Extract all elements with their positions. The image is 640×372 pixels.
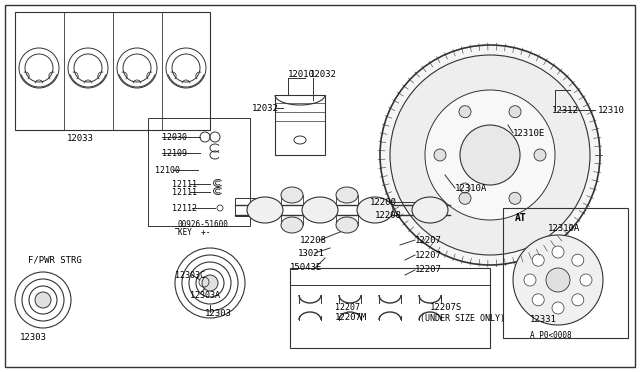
Text: 12207S: 12207S — [430, 302, 462, 311]
Text: 12303C: 12303C — [175, 270, 205, 279]
Text: 12033: 12033 — [67, 134, 93, 142]
Circle shape — [552, 246, 564, 258]
Circle shape — [460, 125, 520, 185]
Text: 12310A: 12310A — [455, 183, 487, 192]
Text: 12032: 12032 — [252, 103, 279, 112]
Circle shape — [532, 294, 544, 306]
Text: 12303: 12303 — [20, 333, 47, 341]
Text: 13021: 13021 — [298, 248, 325, 257]
Bar — [275, 95, 325, 155]
Text: 12207: 12207 — [335, 302, 360, 311]
Ellipse shape — [412, 197, 448, 223]
Text: 00926-51600: 00926-51600 — [178, 219, 229, 228]
Circle shape — [202, 275, 218, 291]
Text: A P0<0008: A P0<0008 — [530, 330, 572, 340]
Text: AT: AT — [515, 213, 527, 223]
Circle shape — [434, 149, 446, 161]
Ellipse shape — [281, 217, 303, 233]
Ellipse shape — [357, 197, 393, 223]
Text: 12032: 12032 — [310, 70, 337, 78]
Circle shape — [35, 292, 51, 308]
Text: 12310A: 12310A — [548, 224, 580, 232]
Text: 12100: 12100 — [155, 166, 180, 174]
Text: 12109: 12109 — [162, 148, 187, 157]
Ellipse shape — [336, 217, 358, 233]
Bar — [503, 208, 628, 338]
Bar — [148, 118, 250, 226]
Text: 15043E: 15043E — [290, 263, 323, 273]
Text: 12207: 12207 — [415, 266, 442, 275]
Circle shape — [546, 268, 570, 292]
Bar — [235, 198, 255, 216]
Text: 12312: 12312 — [552, 106, 579, 115]
Circle shape — [425, 90, 555, 220]
Ellipse shape — [247, 197, 283, 223]
Circle shape — [509, 192, 521, 204]
Circle shape — [459, 106, 471, 118]
Text: 12112: 12112 — [172, 203, 197, 212]
Text: 12208: 12208 — [300, 235, 327, 244]
Circle shape — [509, 106, 521, 118]
Circle shape — [572, 294, 584, 306]
Bar — [15, 12, 210, 130]
Circle shape — [524, 274, 536, 286]
Text: 12111: 12111 — [172, 180, 197, 189]
Ellipse shape — [281, 187, 303, 203]
Text: (UNDER SIZE ONLY): (UNDER SIZE ONLY) — [420, 314, 505, 323]
Bar — [290, 268, 490, 348]
Text: 12310E: 12310E — [513, 128, 545, 138]
Circle shape — [459, 192, 471, 204]
Text: 12303: 12303 — [205, 308, 232, 317]
Text: 12207: 12207 — [415, 235, 442, 244]
Circle shape — [552, 302, 564, 314]
Circle shape — [580, 274, 592, 286]
Text: 12310: 12310 — [598, 106, 625, 115]
Circle shape — [532, 254, 544, 266]
Text: 12207M: 12207M — [335, 314, 367, 323]
Text: 12208: 12208 — [375, 211, 402, 219]
Text: 12010: 12010 — [288, 70, 315, 78]
Circle shape — [534, 149, 546, 161]
Text: KEY  +-: KEY +- — [178, 228, 211, 237]
Circle shape — [513, 235, 603, 325]
Text: 12331: 12331 — [530, 315, 557, 324]
Ellipse shape — [336, 187, 358, 203]
Circle shape — [572, 254, 584, 266]
Text: 12111: 12111 — [172, 187, 197, 196]
Text: 12303A: 12303A — [190, 291, 220, 299]
Text: F/PWR STRG: F/PWR STRG — [28, 256, 82, 264]
Text: 12030: 12030 — [162, 132, 187, 141]
Circle shape — [380, 45, 600, 265]
Text: 12207: 12207 — [415, 250, 442, 260]
Text: 12200: 12200 — [370, 198, 397, 206]
Ellipse shape — [302, 197, 338, 223]
Circle shape — [390, 55, 590, 255]
